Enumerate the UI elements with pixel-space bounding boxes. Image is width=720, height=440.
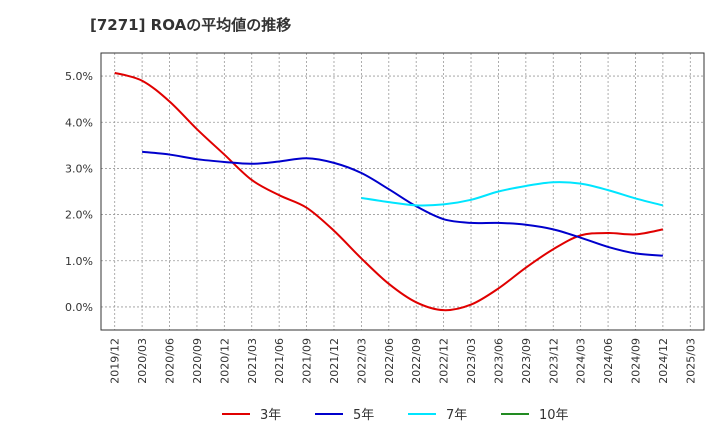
x-tick-label: 2024/09: [629, 338, 642, 384]
x-tick-label: 2020/09: [191, 338, 204, 384]
y-tick-label: 5.0%: [65, 70, 93, 83]
y-tick-label: 0.0%: [65, 301, 93, 314]
x-tick-label: 2021/06: [273, 338, 286, 384]
x-tick-label: 2024/12: [657, 338, 670, 384]
x-tick-label: 2022/09: [410, 338, 423, 384]
x-tick-label: 2021/12: [328, 338, 341, 384]
x-tick-label: 2019/12: [109, 338, 122, 384]
legend: 3年 5年 7年 10年: [222, 408, 569, 423]
x-tick-label: 2022/06: [383, 338, 396, 384]
x-tick-label: 2024/06: [602, 338, 615, 384]
x-tick-label: 2022/03: [355, 338, 368, 384]
y-tick-label: 1.0%: [65, 255, 93, 268]
chart-title: [7271] ROAの平均値の推移: [90, 16, 292, 34]
x-tick-label: 2023/09: [520, 338, 533, 384]
x-tick-label: 2020/06: [164, 338, 177, 384]
x-tick-label: 2024/03: [575, 338, 588, 384]
x-tick-label: 2021/03: [246, 338, 259, 384]
x-tick-label: 2022/12: [438, 338, 451, 384]
legend-label: 5年: [353, 408, 374, 423]
x-tick-label: 2021/09: [301, 338, 314, 384]
legend-label: 7年: [446, 408, 467, 423]
y-axis-ticks: 5.0% 4.0% 3.0% 2.0% 1.0% 0.0%: [65, 70, 93, 314]
x-tick-label: 2020/03: [136, 338, 149, 384]
x-tick-label: 2023/12: [547, 338, 560, 384]
plot-area: [101, 53, 704, 330]
series-line-1: [114, 71, 664, 312]
legend-label: 10年: [539, 408, 569, 423]
series-line-2: [142, 150, 663, 257]
grid-lines: [101, 53, 704, 330]
x-tick-label: 2023/06: [492, 338, 505, 384]
x-tick-label: 2023/03: [465, 338, 478, 384]
y-tick-label: 2.0%: [65, 209, 93, 222]
x-tick-label: 2020/12: [218, 338, 231, 384]
plot-border: [100, 52, 705, 331]
x-axis-ticks: 2019/12 2020/03 2020/06 2020/09 2020/12 2021/…: [109, 338, 698, 384]
series-lines: [114, 71, 664, 312]
y-tick-label: 3.0%: [65, 162, 93, 175]
legend-label: 3年: [260, 408, 281, 423]
x-tick-label: 2025/03: [684, 338, 697, 384]
series-line-3: [361, 181, 664, 207]
y-tick-label: 4.0%: [65, 116, 93, 129]
